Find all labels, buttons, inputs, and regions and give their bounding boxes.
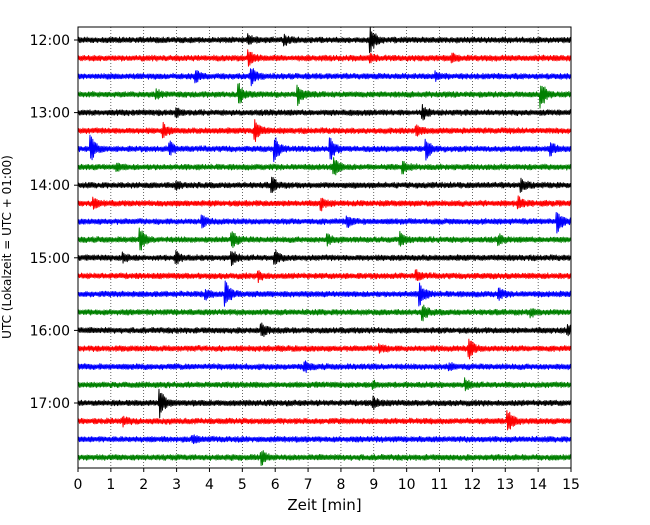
seismic-trace: [77, 157, 572, 176]
y-tick-label: 16:00: [30, 323, 70, 339]
seismic-trace: [77, 388, 572, 419]
seismic-trace: [77, 227, 572, 251]
y-axis-ticks: 12:00 13:00 14:00 15:00 16:00 17:00: [30, 33, 78, 412]
x-tick-label: 15: [562, 477, 580, 493]
seismic-trace: [77, 119, 572, 142]
x-tick-label: 7: [304, 477, 313, 493]
seismic-trace: [77, 134, 572, 163]
y-tick-label: 15:00: [30, 251, 70, 267]
seismic-trace: [77, 211, 572, 234]
x-tick-label: 14: [529, 477, 547, 493]
x-tick-label: 5: [238, 477, 247, 493]
x-tick-label: 0: [74, 477, 83, 493]
seismic-trace: [77, 249, 572, 267]
x-tick-label: 6: [271, 477, 280, 493]
seismic-trace: [77, 304, 572, 322]
plot-frame: [77, 26, 572, 469]
x-tick-label: 10: [398, 477, 416, 493]
x-tick-label: 8: [336, 477, 345, 493]
seismic-trace: [77, 104, 572, 121]
seismic-trace: [77, 269, 572, 284]
x-axis-ticks: 0 1 2 3 4 5 6 7 8 9 10 11 12 13 14 15: [74, 468, 580, 493]
seismic-trace: [77, 82, 572, 109]
seismic-trace: [77, 338, 572, 360]
x-tick-label: 3: [172, 477, 181, 493]
y-tick-label: 17:00: [30, 396, 70, 412]
seismic-trace: [77, 450, 572, 466]
x-tick-label: 2: [139, 477, 148, 493]
seismic-trace: [77, 68, 572, 87]
x-tick-label: 13: [496, 477, 514, 493]
x-axis-label: Zeit [min]: [287, 496, 361, 514]
seismic-trace: [77, 26, 572, 54]
y-tick-label: 13:00: [30, 106, 70, 122]
seismic-trace: [77, 195, 572, 212]
seismic-trace: [77, 377, 572, 392]
seismic-trace: [77, 360, 572, 373]
seismic-trace: [77, 280, 572, 307]
x-tick-label: 11: [431, 477, 449, 493]
seismic-trace: [77, 176, 572, 194]
x-tick-label: 9: [369, 477, 378, 493]
seismic-trace: [77, 322, 572, 337]
y-tick-label: 14:00: [30, 178, 70, 194]
y-axis-label: UTC (Lokalzeit = UTC + 01:00): [0, 155, 14, 339]
y-tick-label: 12:00: [30, 33, 70, 49]
seismic-trace: [77, 49, 572, 67]
seismic-trace: [77, 410, 572, 431]
seismic-trace: [77, 434, 572, 445]
x-tick-label: 4: [205, 477, 214, 493]
trace-layer: [77, 26, 572, 466]
x-tick-label: 1: [106, 477, 115, 493]
x-tick-label: 12: [463, 477, 481, 493]
